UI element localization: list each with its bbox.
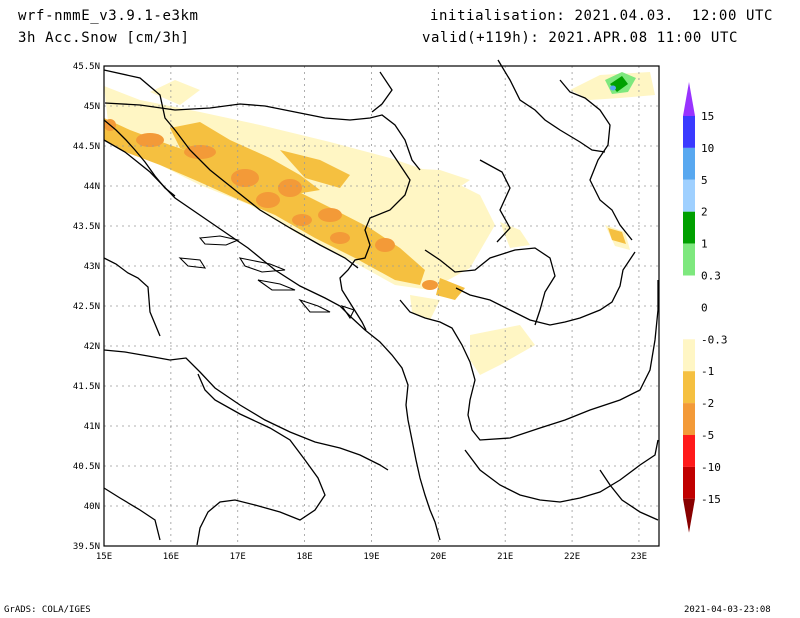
field-title: 3h Acc.Snow [cm/3h] [18, 30, 190, 46]
colorbar-label: -15 [701, 493, 721, 506]
valid-time: valid(+119h): 2021.APR.08 11:00 UTC [422, 30, 739, 46]
colorbar-bottom-arrow [683, 498, 695, 533]
colorbar-label: 0.3 [701, 270, 721, 283]
lat-tick-label: 44N [84, 182, 100, 192]
lat-tick-label: 45.5N [73, 62, 100, 72]
lon-tick-label: 21E [497, 552, 513, 562]
lat-tick-label: 42N [84, 342, 100, 352]
colorbar-bin [683, 339, 695, 372]
longitude-labels: 15E 16E 17E 18E 19E 20E 21E 22E 23E [96, 552, 647, 562]
colorbar-label: -10 [701, 461, 721, 474]
colorbar-label: 5 [701, 174, 708, 187]
colorbar-label: -5 [701, 429, 714, 442]
lon-tick-label: 15E [96, 552, 112, 562]
colorbar-bin [683, 243, 695, 276]
lon-tick-label: 18E [296, 552, 312, 562]
lon-tick-label: 19E [363, 552, 379, 562]
colorbar-bin [683, 307, 695, 340]
lat-tick-label: 43.5N [73, 222, 100, 232]
latitude-labels: 39.5N 40N 40.5N 41N 41.5N 42N 42.5N 43N 43.5N 44N… [73, 62, 100, 552]
colorbar-label: 0 [701, 301, 708, 314]
footer-left: GrADS: COLA/IGES [4, 605, 91, 615]
lat-tick-label: 40N [84, 502, 100, 512]
lat-tick-label: 42.5N [73, 302, 100, 312]
colorbar-label: 1 [701, 238, 708, 251]
colorbar-bin [683, 116, 695, 148]
init-time: initialisation: 2021.04.03. 12:00 UTC [430, 8, 774, 24]
colorbar-label: -0.3 [701, 333, 728, 346]
lat-tick-label: 44.5N [73, 142, 100, 152]
lon-tick-label: 17E [230, 552, 246, 562]
colorbar-bin [683, 275, 695, 308]
lat-tick-label: 45N [84, 102, 100, 112]
colorbar-label: 15 [701, 110, 714, 123]
islands [178, 235, 355, 320]
colorbar-bin [683, 435, 695, 467]
snow-field-green [605, 72, 636, 94]
colorbar-label: 10 [701, 142, 714, 155]
lon-tick-label: 23E [631, 552, 647, 562]
colorbar-bin [683, 147, 695, 180]
lon-tick-label: 16E [163, 552, 179, 562]
lat-tick-label: 41N [84, 422, 100, 432]
colorbar-bin [683, 403, 695, 435]
lon-tick-label: 22E [564, 552, 580, 562]
colorbar-label: 2 [701, 206, 708, 219]
lat-tick-label: 40.5N [73, 462, 100, 472]
lat-tick-label: 43N [84, 262, 100, 272]
colorbar-label: -2 [701, 397, 714, 410]
lon-tick-label: 20E [430, 552, 446, 562]
lat-tick-label: 39.5N [73, 542, 100, 552]
colorbar-bin [683, 179, 695, 212]
colorbar-bin [683, 466, 695, 499]
model-title: wrf-nmmE_v3.9.1-e3km [18, 8, 199, 24]
snow-field-orange [104, 119, 438, 290]
colorbar: 15 10 5 2 1 0.3 0 -0.3 -1 -2 -5 -10 -15 [683, 82, 728, 533]
lat-tick-label: 41.5N [73, 382, 100, 392]
coastlines-and-borders [103, 59, 659, 546]
footer-right: 2021-04-03-23:08 [684, 605, 771, 615]
colorbar-top-arrow [683, 82, 695, 116]
colorbar-bin [683, 371, 695, 404]
colorbar-bin [683, 211, 695, 244]
map-frame [103, 65, 660, 547]
colorbar-label: -1 [701, 365, 714, 378]
